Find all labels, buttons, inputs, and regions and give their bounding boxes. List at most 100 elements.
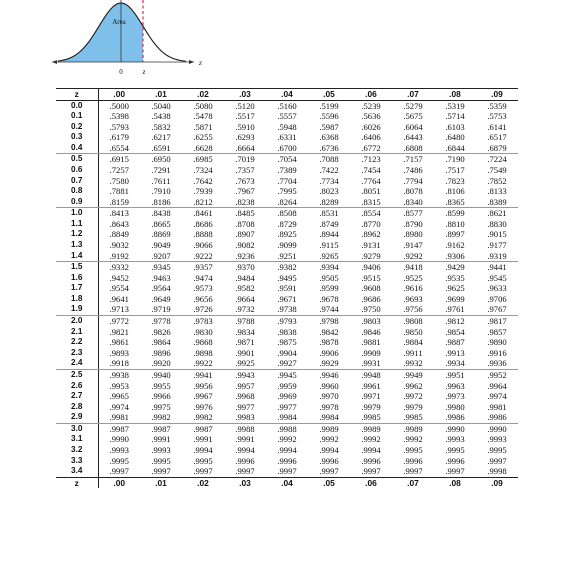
probability-cell: .6255 — [193, 132, 213, 143]
probability-cell: .9115 — [319, 240, 339, 251]
probability-cell: .9641 — [109, 293, 129, 304]
table-row: 2.5 .9938 .9940 .9941 .9943 .9945 .9946 .9948 .9… — [56, 369, 518, 381]
probability-cell: .6331 — [277, 132, 297, 143]
probability-cell: .9279 — [350, 250, 392, 263]
probability-cell: .5478 — [193, 111, 213, 122]
probability-cell: .5675 — [403, 111, 423, 122]
probability-cell: .9535 — [445, 272, 465, 283]
z-value-cell: 2.9 — [56, 412, 99, 424]
probability-cell: .9370 — [235, 262, 255, 273]
probability-cell: .9976 — [193, 401, 213, 412]
probability-cell: .9778 — [151, 316, 171, 327]
probability-cell: .8186 — [140, 196, 182, 209]
probability-cell: .9857 — [487, 326, 507, 337]
probability-cell: .9960 — [319, 380, 339, 391]
probability-cell: .9953 — [109, 380, 129, 391]
probability-cell: .5557 — [277, 111, 297, 122]
probability-cell: .9616 — [403, 283, 423, 294]
footer-col-2: .01 — [140, 476, 182, 489]
probability-cell: .7422 — [319, 164, 339, 175]
probability-cell: .5793 — [109, 121, 129, 132]
probability-cell: .8599 — [445, 208, 465, 219]
probability-cell: .9985 — [350, 412, 392, 424]
probability-cell: .9842 — [319, 326, 339, 337]
probability-cell: .9959 — [277, 380, 297, 391]
probability-cell: .9989 — [361, 423, 381, 434]
probability-cell: .9222 — [182, 250, 224, 263]
probability-cell: .9989 — [319, 423, 339, 434]
table-row: 2.9.9981.9982.9982.9983.9984.9984.9985.9… — [56, 412, 518, 424]
bell-curve — [57, 2, 187, 62]
probability-cell: .9997 — [235, 466, 255, 477]
probability-cell: .9177 — [487, 240, 507, 251]
probability-cell: .8159 — [98, 196, 140, 209]
probability-cell: .9345 — [151, 262, 171, 273]
probability-cell: .9332 — [109, 262, 129, 273]
probability-cell: .9994 — [361, 445, 381, 455]
z-value-cell: 1.0 — [56, 207, 99, 219]
probability-cell: .8133 — [487, 186, 507, 197]
probability-cell: .6879 — [476, 142, 518, 155]
probability-cell: .8790 — [403, 218, 423, 229]
probability-cell: .9850 — [403, 326, 423, 337]
probability-cell: .9925 — [224, 358, 266, 370]
table-row: 2.4.9918.9920.9922.9925.9927.9929.9931.9… — [56, 358, 518, 370]
axis-arrow-right — [189, 60, 194, 64]
probability-cell: .9997 — [151, 466, 171, 477]
footer-z: z — [56, 476, 99, 489]
probability-cell: .9996 — [445, 455, 465, 466]
table-row: 1.8 .9641 .9649 .9656 .9664 .9671 .9678 .9686 .9… — [56, 293, 518, 305]
probability-cell: .9744 — [308, 304, 350, 317]
probability-cell: .9995 — [109, 455, 129, 466]
z-value-cell: 1.9 — [56, 304, 99, 317]
probability-cell: .9251 — [266, 250, 308, 263]
probability-cell: .9996 — [235, 455, 255, 466]
probability-cell: .8238 — [224, 196, 266, 209]
probability-cell: .9992 — [277, 434, 297, 445]
probability-cell: .9941 — [193, 369, 213, 380]
probability-cell: .9693 — [403, 293, 423, 304]
probability-cell: .9015 — [487, 229, 507, 240]
probability-cell: .7123 — [361, 154, 381, 165]
probability-cell: .9854 — [445, 326, 465, 337]
probability-cell: .9994 — [235, 445, 255, 455]
z-value-cell: 0.5 — [56, 153, 99, 165]
probability-cell: .8686 — [193, 218, 213, 229]
probability-cell: .6103 — [445, 121, 465, 132]
probability-cell: .9913 — [445, 347, 465, 358]
probability-cell: .7611 — [151, 175, 171, 186]
z-value-cell: 0.1 — [56, 111, 99, 122]
header-col-9: .08 — [434, 88, 476, 101]
probability-cell: .9992 — [403, 434, 423, 445]
probability-cell: .9788 — [235, 316, 255, 327]
table-row: 1.2 .8849 .8869 .8888 .8907 .8925 .8944 .8962 .8… — [56, 229, 518, 241]
probability-cell: .5040 — [151, 100, 171, 111]
probability-cell: .9633 — [487, 283, 507, 294]
probability-cell: .9830 — [193, 326, 213, 337]
probability-cell: .8106 — [445, 186, 465, 197]
table-row: 2.8 .9974 .9975 .9976 .9977 .9977 .9978 .9979 .9… — [56, 401, 518, 413]
probability-cell: .8944 — [319, 229, 339, 240]
probability-cell: .8264 — [266, 196, 308, 209]
probability-cell: .9963 — [445, 380, 465, 391]
area-label: Area — [112, 18, 126, 26]
probability-cell: .9962 — [403, 380, 423, 391]
table-row: 0.7 .7580 .7611 .7642 .7673 .7704 .7734 .7764 .7… — [56, 175, 518, 187]
probability-cell: .9429 — [445, 262, 465, 273]
probability-cell: .9987 — [109, 423, 129, 434]
z-value-cell: 0.3 — [56, 132, 99, 143]
probability-cell: .9906 — [319, 347, 339, 358]
probability-cell: .9927 — [266, 358, 308, 370]
header-row: z .00.01.02.03.04.05.06.07.08.09 — [56, 88, 518, 101]
probability-cell: .9131 — [361, 240, 381, 251]
probability-cell: .9973 — [445, 391, 465, 402]
probability-cell: .8810 — [445, 218, 465, 229]
probability-cell: .9441 — [487, 262, 507, 273]
probability-cell: .9952 — [487, 369, 507, 380]
probability-cell: .7910 — [151, 186, 171, 197]
probability-cell: .7389 — [277, 164, 297, 175]
probability-cell: .9987 — [193, 423, 213, 434]
probability-cell: .8531 — [319, 208, 339, 219]
probability-cell: .9798 — [319, 316, 339, 327]
footer-col-4: .03 — [224, 476, 266, 489]
